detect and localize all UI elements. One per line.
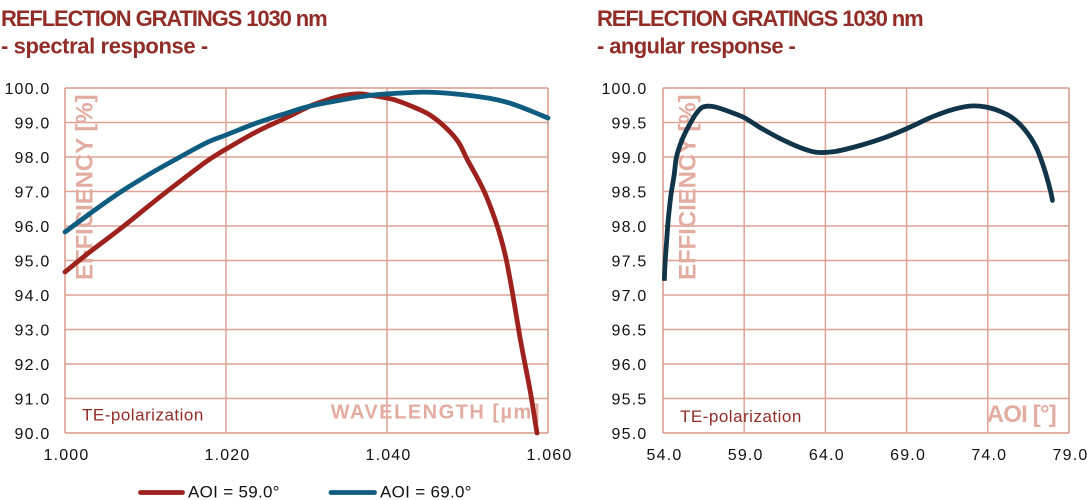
svg-text:TE-polarization: TE-polarization xyxy=(82,406,204,425)
svg-text:EFFICIENCY [%]: EFFICIENCY [%] xyxy=(71,94,98,280)
svg-text:98.0: 98.0 xyxy=(612,219,648,236)
svg-text:90.0: 90.0 xyxy=(15,426,51,443)
svg-text:92.0: 92.0 xyxy=(15,357,51,374)
svg-text:95.0: 95.0 xyxy=(15,253,51,270)
svg-text:91.0: 91.0 xyxy=(15,391,51,408)
svg-text:64.0: 64.0 xyxy=(809,447,845,464)
svg-text:98.5: 98.5 xyxy=(612,184,648,201)
svg-text:99.5: 99.5 xyxy=(612,115,648,132)
svg-text:REFLECTION GRATINGS 1030 nm: REFLECTION GRATINGS 1030 nm xyxy=(1,6,327,31)
svg-text:96.0: 96.0 xyxy=(15,219,51,236)
svg-text:74.0: 74.0 xyxy=(971,447,1007,464)
svg-text:WAVELENGTH [µm]: WAVELENGTH [µm] xyxy=(331,402,541,424)
svg-text:- spectral response -: - spectral response - xyxy=(1,34,208,59)
svg-text:1.020: 1.020 xyxy=(204,447,250,464)
svg-text:97.5: 97.5 xyxy=(612,253,648,270)
svg-text:1.000: 1.000 xyxy=(43,447,89,464)
svg-text:REFLECTION GRATINGS 1030 nm: REFLECTION GRATINGS 1030 nm xyxy=(597,6,923,31)
svg-text:96.5: 96.5 xyxy=(612,322,648,339)
svg-text:TE-polarization: TE-polarization xyxy=(680,407,802,426)
svg-text:93.0: 93.0 xyxy=(15,322,51,339)
svg-text:100.0: 100.0 xyxy=(4,81,50,98)
svg-text:99.0: 99.0 xyxy=(612,150,648,167)
svg-text:1.040: 1.040 xyxy=(365,447,411,464)
svg-text:69.0: 69.0 xyxy=(890,447,926,464)
svg-text:98.0: 98.0 xyxy=(15,150,51,167)
svg-text:AOI [°]: AOI [°] xyxy=(987,401,1056,428)
svg-text:99.0: 99.0 xyxy=(15,115,51,132)
svg-text:97.0: 97.0 xyxy=(612,288,648,305)
svg-text:97.0: 97.0 xyxy=(15,184,51,201)
svg-text:59.0: 59.0 xyxy=(728,447,764,464)
svg-text:95.0: 95.0 xyxy=(612,426,648,443)
svg-text:95.5: 95.5 xyxy=(612,391,648,408)
svg-text:- angular response -: - angular response - xyxy=(597,34,796,59)
svg-text:54.0: 54.0 xyxy=(647,447,683,464)
svg-text:AOI = 59.0°: AOI = 59.0° xyxy=(188,483,280,500)
svg-text:96.0: 96.0 xyxy=(612,357,648,374)
svg-text:1.060: 1.060 xyxy=(526,447,572,464)
svg-text:79.0: 79.0 xyxy=(1053,447,1087,464)
svg-text:94.0: 94.0 xyxy=(15,288,51,305)
svg-text:AOI = 69.0°: AOI = 69.0° xyxy=(380,483,472,500)
svg-text:100.0: 100.0 xyxy=(601,81,647,98)
